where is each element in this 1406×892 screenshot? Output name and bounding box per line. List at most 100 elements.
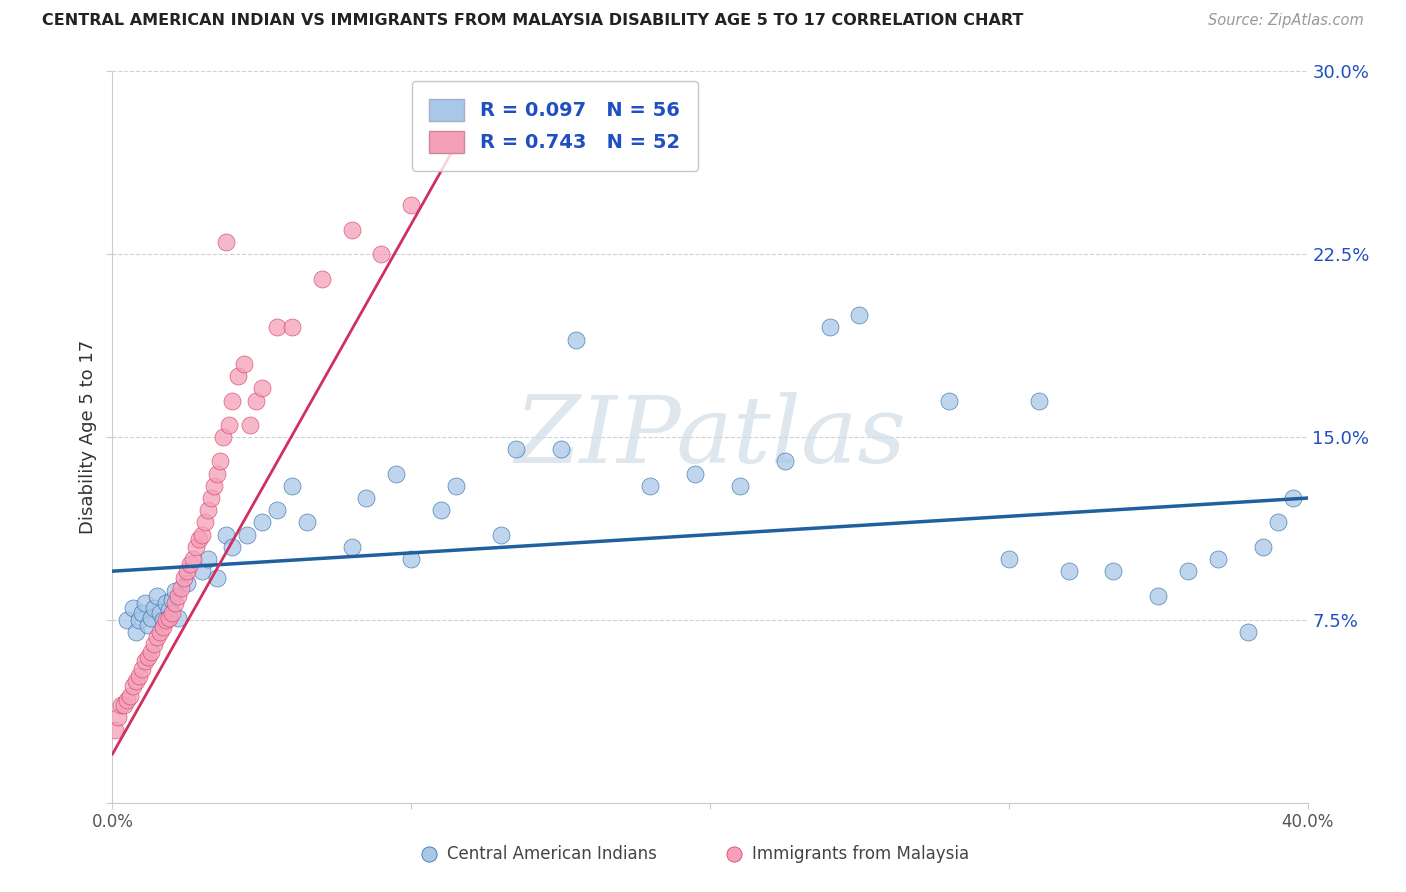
Point: [197, 552, 219, 566]
Point: [1206, 552, 1229, 566]
Point: [141, 610, 163, 624]
Point: [186, 540, 208, 554]
Point: [218, 417, 240, 432]
Point: [152, 613, 174, 627]
Text: Central American Indians: Central American Indians: [447, 845, 657, 863]
Point: [181, 552, 204, 566]
Point: [152, 620, 174, 634]
Point: [1102, 564, 1125, 578]
Point: [340, 540, 363, 554]
Point: [311, 271, 333, 285]
Point: [266, 320, 288, 334]
Point: [505, 442, 527, 457]
Point: [162, 593, 183, 607]
Text: Source: ZipAtlas.com: Source: ZipAtlas.com: [1208, 13, 1364, 29]
Point: [1281, 491, 1303, 505]
Point: [149, 606, 172, 620]
Point: [146, 630, 169, 644]
Point: [250, 381, 273, 395]
Point: [176, 564, 198, 578]
Point: [125, 625, 148, 640]
Point: [370, 247, 392, 261]
Legend: R = 0.097   N = 56, R = 0.743   N = 52: R = 0.097 N = 56, R = 0.743 N = 52: [412, 81, 697, 170]
Point: [191, 564, 214, 578]
Point: [1057, 564, 1080, 578]
Point: [128, 669, 150, 683]
Point: [110, 698, 132, 713]
Point: [141, 645, 163, 659]
Point: [128, 613, 150, 627]
Point: [173, 572, 195, 586]
Point: [1177, 564, 1199, 578]
Point: [167, 589, 190, 603]
Point: [143, 600, 166, 615]
Point: [205, 572, 228, 586]
Point: [122, 600, 145, 615]
Point: [430, 503, 453, 517]
Point: [117, 613, 139, 627]
Point: [281, 479, 304, 493]
Point: [165, 583, 187, 598]
Point: [848, 308, 870, 322]
Point: [401, 552, 423, 566]
Point: [209, 454, 232, 468]
Point: [212, 430, 235, 444]
Point: [162, 606, 183, 620]
Point: [221, 393, 243, 408]
Point: [155, 613, 177, 627]
Text: ZIPatlas: ZIPatlas: [515, 392, 905, 482]
Point: [205, 467, 228, 481]
Point: [1251, 540, 1274, 554]
Y-axis label: Disability Age 5 to 17: Disability Age 5 to 17: [79, 340, 97, 534]
Point: [202, 479, 225, 493]
Point: [295, 516, 318, 530]
Point: [194, 516, 217, 530]
Point: [728, 479, 751, 493]
Point: [239, 417, 262, 432]
Point: [683, 467, 706, 481]
Point: [250, 516, 273, 530]
Point: [200, 491, 222, 505]
Point: [157, 603, 180, 617]
Point: [236, 527, 259, 541]
Point: [117, 693, 139, 707]
Point: [998, 552, 1021, 566]
Point: [157, 610, 180, 624]
Point: [149, 625, 172, 640]
Point: [550, 442, 572, 457]
Point: [134, 654, 156, 668]
Point: [281, 320, 304, 334]
Point: [1028, 393, 1050, 408]
Point: [176, 576, 198, 591]
Point: [245, 393, 267, 408]
Text: Immigrants from Malaysia: Immigrants from Malaysia: [752, 845, 969, 863]
Point: [120, 689, 142, 703]
Point: [134, 596, 156, 610]
Point: [818, 320, 841, 334]
Point: [165, 596, 187, 610]
Point: [131, 606, 153, 620]
Point: [114, 698, 135, 713]
Point: [266, 503, 288, 517]
Point: [170, 581, 193, 595]
Point: [107, 710, 129, 724]
Point: [340, 223, 363, 237]
Point: [226, 369, 249, 384]
Point: [191, 527, 214, 541]
Point: [773, 454, 796, 468]
Point: [131, 662, 153, 676]
Point: [188, 533, 211, 547]
Point: [215, 235, 238, 249]
Point: [138, 617, 160, 632]
Point: [640, 479, 662, 493]
Point: [104, 723, 127, 737]
Text: CENTRAL AMERICAN INDIAN VS IMMIGRANTS FROM MALAYSIA DISABILITY AGE 5 TO 17 CORRE: CENTRAL AMERICAN INDIAN VS IMMIGRANTS FR…: [42, 13, 1024, 29]
Point: [143, 637, 166, 651]
Point: [489, 527, 512, 541]
Point: [356, 491, 378, 505]
Point: [444, 479, 467, 493]
Point: [564, 333, 586, 347]
Point: [444, 137, 467, 152]
Point: [1237, 625, 1260, 640]
Point: [125, 673, 148, 688]
